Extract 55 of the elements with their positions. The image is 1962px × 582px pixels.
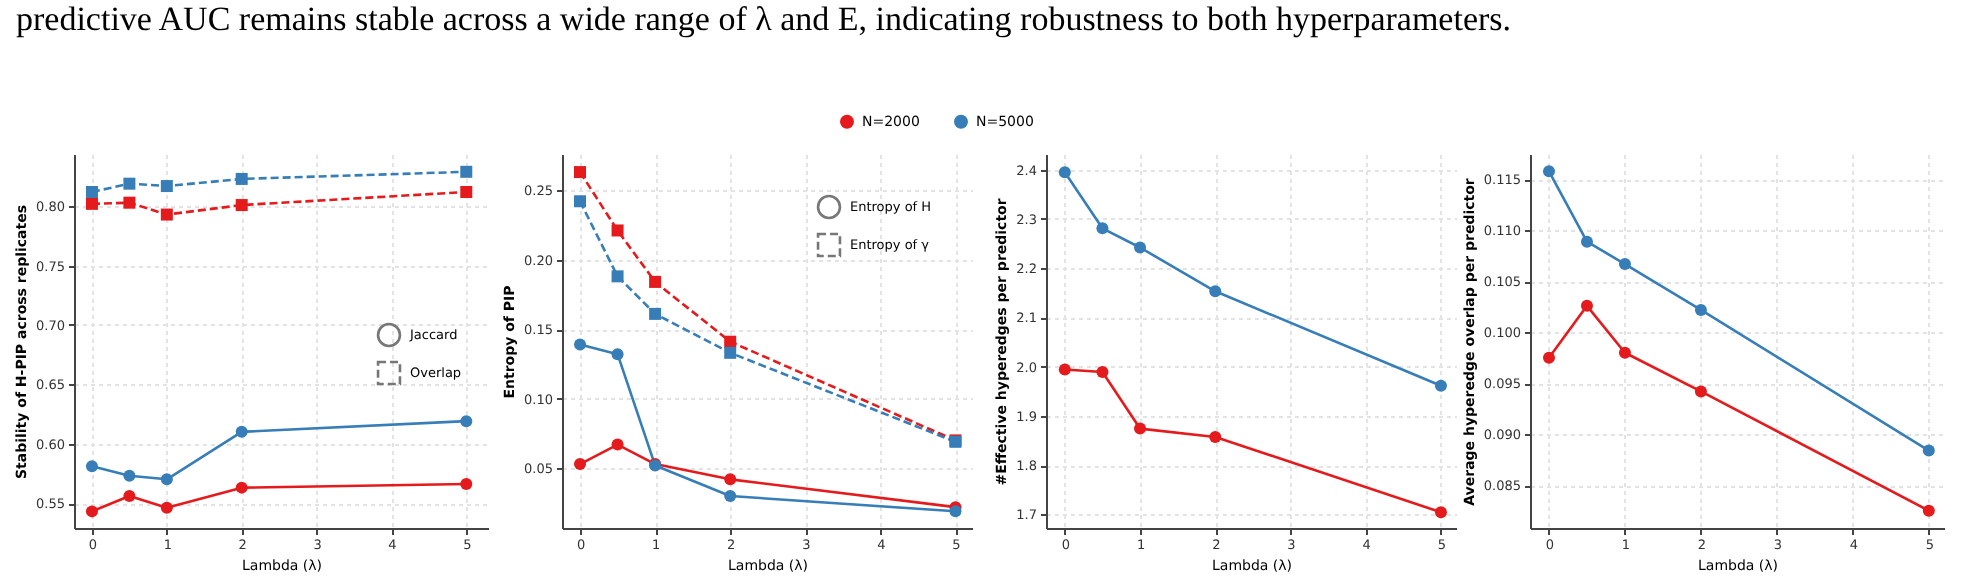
point <box>160 208 173 221</box>
point <box>574 458 587 471</box>
point <box>1694 385 1707 398</box>
point <box>460 165 473 178</box>
point <box>1058 166 1071 179</box>
point <box>724 473 737 486</box>
point <box>611 224 624 237</box>
point <box>160 180 173 193</box>
point <box>460 478 473 491</box>
point <box>1058 363 1071 376</box>
point <box>1209 430 1222 443</box>
point <box>85 197 98 210</box>
point <box>1096 222 1109 235</box>
point <box>1434 506 1447 519</box>
point <box>460 185 473 198</box>
point <box>123 489 136 502</box>
point <box>1134 241 1147 254</box>
point <box>235 199 248 212</box>
point <box>123 177 136 190</box>
point <box>235 425 248 438</box>
text: predictive AUC remains stable across a wide range of λ and E, indicating robustness to both hyperparameters. <box>16 0 1512 40</box>
point <box>611 438 624 451</box>
point <box>1694 303 1707 316</box>
point <box>724 346 737 359</box>
point <box>724 490 737 503</box>
point <box>649 307 662 320</box>
point <box>160 473 173 486</box>
point <box>1580 299 1593 312</box>
point <box>123 196 136 209</box>
point <box>724 335 737 348</box>
point <box>85 460 98 473</box>
point <box>460 415 473 428</box>
point <box>1134 422 1147 435</box>
point <box>1618 258 1631 271</box>
point <box>85 505 98 518</box>
point <box>1618 346 1631 359</box>
point <box>1580 235 1593 248</box>
point <box>1922 444 1935 457</box>
point <box>574 195 587 208</box>
point <box>235 172 248 185</box>
point <box>1542 351 1555 364</box>
point <box>1209 285 1222 298</box>
point <box>123 469 136 482</box>
point <box>85 185 98 198</box>
point <box>574 338 587 351</box>
point <box>1922 504 1935 517</box>
point <box>1434 379 1447 392</box>
point <box>574 166 587 179</box>
point <box>611 348 624 361</box>
point <box>611 270 624 283</box>
point <box>649 275 662 288</box>
point <box>160 501 173 514</box>
point <box>1542 165 1555 178</box>
point <box>235 481 248 494</box>
point <box>1096 366 1109 378</box>
